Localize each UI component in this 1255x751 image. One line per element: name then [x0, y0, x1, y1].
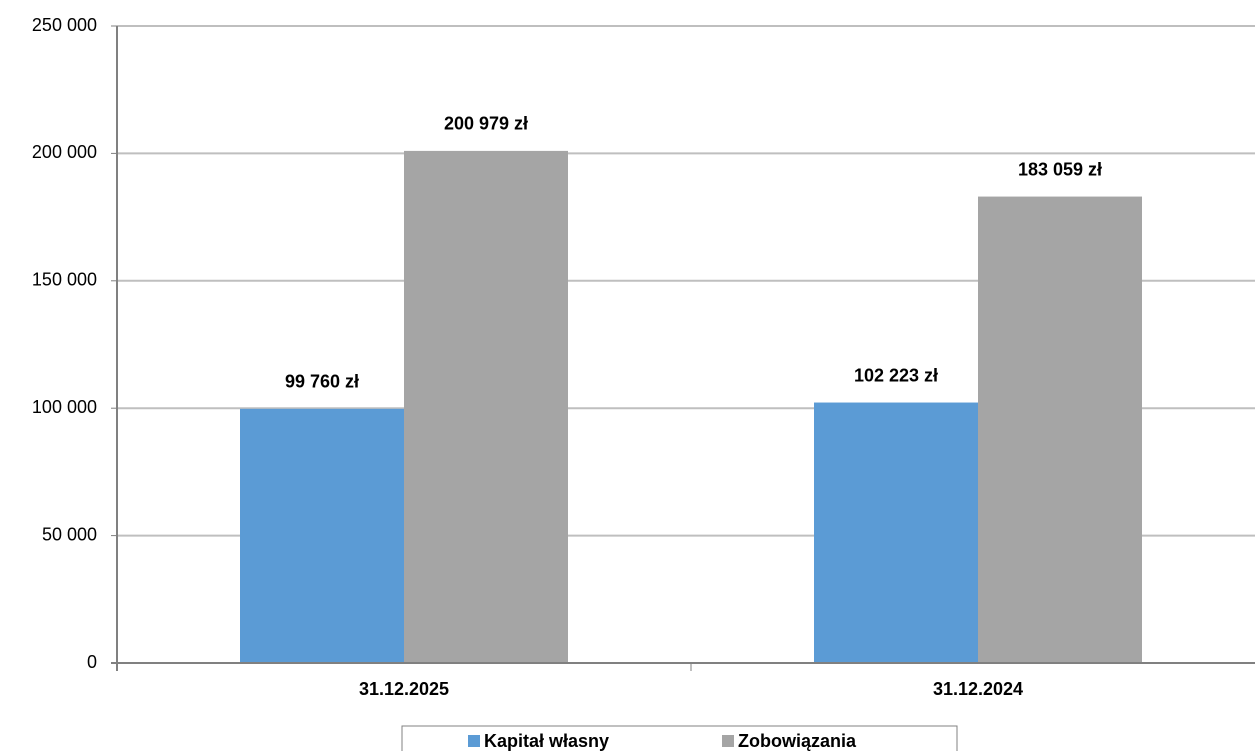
legend-label: Zobowiązania — [738, 731, 857, 751]
y-tick-label: 250 000 — [32, 15, 97, 35]
data-label: 99 760 zł — [285, 372, 359, 392]
y-tick-label: 150 000 — [32, 270, 97, 290]
x-tick-label: 31.12.2025 — [359, 679, 449, 699]
x-tick-label: 31.12.2024 — [933, 679, 1023, 699]
data-label: 102 223 zł — [854, 365, 938, 385]
data-label: 183 059 zł — [1018, 159, 1102, 179]
legend-swatch — [468, 735, 480, 747]
y-tick-label: 0 — [87, 652, 97, 672]
bar — [404, 150, 568, 663]
y-tick-label: 100 000 — [32, 397, 97, 417]
bar — [814, 402, 978, 663]
legend-label: Kapitał własny — [484, 731, 609, 751]
data-label: 200 979 zł — [444, 114, 528, 134]
y-tick-label: 200 000 — [32, 142, 97, 162]
legend-box — [401, 725, 958, 751]
legend-swatch — [722, 735, 734, 747]
bar — [978, 196, 1142, 663]
bar — [240, 408, 404, 663]
y-tick-label: 50 000 — [42, 524, 97, 544]
